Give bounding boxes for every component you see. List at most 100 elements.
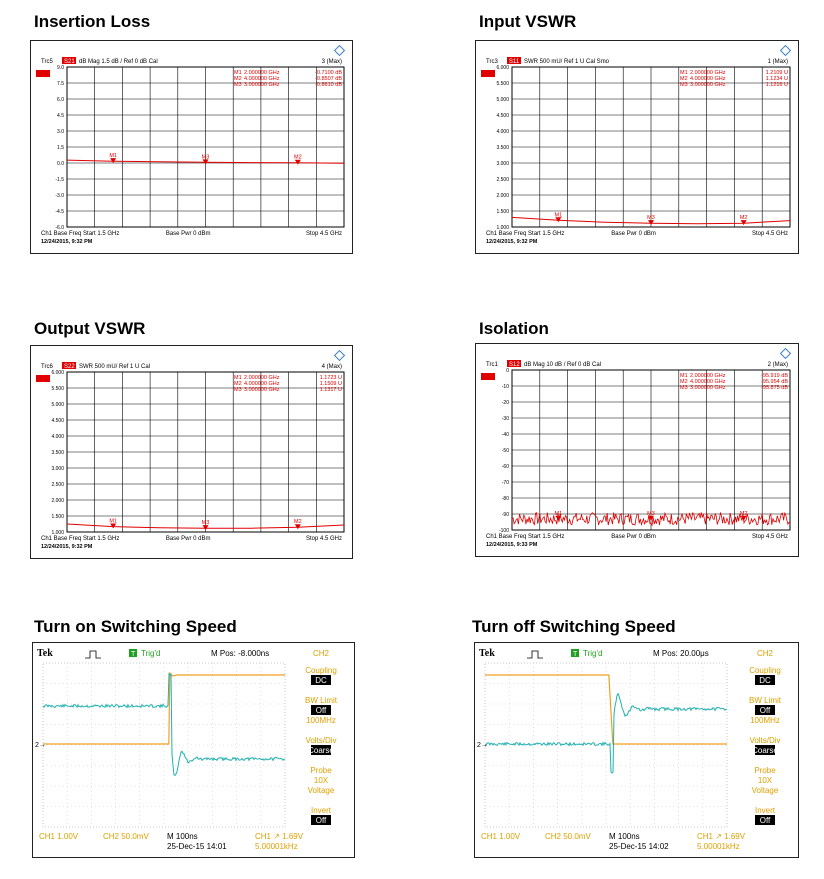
param-label: S21 (64, 59, 75, 65)
marker-name: M3 (680, 385, 688, 391)
y-tick-label: 4.000 (51, 434, 64, 440)
ch1-waveform (485, 674, 727, 745)
rs-logo-icon (779, 44, 792, 57)
menu-label: Probe (310, 766, 332, 775)
timebase: M 100ns (609, 832, 640, 841)
y-tick-label: 1.500 (496, 209, 509, 215)
trig-status: Trig'd (141, 649, 160, 658)
trigger-frequency: 5.00001kHz (697, 842, 740, 851)
y-tick-label: 0.0 (57, 161, 64, 167)
menu-value: Off (316, 706, 327, 715)
footer-stop: Stop 4.5 GHz (752, 231, 788, 237)
channel-badge (481, 70, 495, 77)
y-tick-label: 4.500 (496, 113, 509, 119)
ch-marker: 2→ (35, 742, 46, 749)
ch1-scale: CH1 1.00V (39, 832, 79, 841)
scope-background (475, 643, 798, 857)
y-tick-label: 1.500 (51, 514, 64, 520)
marker-value: -0.8610 dB (315, 82, 342, 88)
trig-status-icon (129, 649, 137, 657)
y-tick-label: 3.500 (51, 450, 64, 456)
marker-freq: 2.000000 GHz (690, 373, 726, 379)
menu-extra: 100MHz (750, 716, 780, 725)
marker-tag: M2 (294, 155, 302, 161)
marker-tag: M2 (740, 511, 748, 517)
y-tick-label: 2.500 (51, 482, 64, 488)
footer-start: Ch1 Base Freq Start 1.5 GHz (41, 231, 119, 237)
menu-extra: 10X (314, 776, 329, 785)
panel-title-insertion-loss: Insertion Loss (34, 12, 151, 31)
menu-value-box (311, 815, 331, 825)
marker-name: M3 (680, 82, 688, 88)
menu-value: Coarse (308, 746, 334, 755)
date: 25-Dec-15 14:02 (609, 842, 669, 851)
marker-name: M2 (680, 76, 688, 82)
y-tick-label: -90 (502, 512, 509, 518)
footer-stop: Stop 4.5 GHz (306, 231, 342, 237)
y-tick-label: 9.0 (57, 65, 64, 71)
y-tick-label: 2.000 (51, 498, 64, 504)
timestamp: 12/24/2015, 9:32 PM (41, 544, 93, 550)
menu-value-box (755, 815, 775, 825)
max-label: 1 (Max) (768, 59, 788, 65)
marker-tag: M1 (109, 153, 117, 159)
y-tick-label: -6.0 (55, 225, 64, 231)
marker-triangle (294, 524, 301, 530)
menu-label: Volts/Div (749, 736, 780, 745)
brand-logo: Tek (479, 648, 495, 659)
footer-power: Base Pwr 0 dBm (166, 536, 211, 542)
marker-value: 1.1234 U (766, 76, 788, 82)
trace-label: Trc1 (486, 362, 498, 368)
menu-value: Off (760, 706, 771, 715)
marker-name: M2 (234, 381, 242, 387)
scope-screen-turn-off: Tek T Trig'd M Pos: 20.00μs CH2 2→ Coupling DC B… (474, 642, 799, 858)
menu-value: Off (316, 816, 327, 825)
trigger-frequency: 5.00001kHz (255, 842, 298, 851)
marker-tag: M2 (294, 519, 302, 525)
menu-value: DC (759, 676, 771, 685)
marker-tag: M1 (109, 519, 117, 525)
scale-text: dB Mag 1.5 dB / Ref 0 dB Cal (79, 59, 158, 65)
marker-triangle (110, 523, 117, 529)
marker-freq: 3.000000 GHz (690, 82, 726, 88)
marker-value: -0.7100 dB (315, 70, 342, 76)
trig-status-letter: T (573, 651, 578, 658)
y-tick-label: -100 (499, 528, 509, 534)
menu-extra: 100MHz (306, 716, 336, 725)
param-badge (507, 360, 521, 367)
vna-plot-isolation: Trc1 S12 dB Mag 10 dB / Ref 0 dB Cal 2 (Max… (475, 343, 799, 557)
menu-value-box (311, 675, 331, 685)
y-tick-label: 1.000 (51, 530, 64, 536)
menu-value-box (755, 745, 775, 755)
marker-freq: 2.000000 GHz (244, 70, 280, 76)
y-tick-label: -70 (502, 480, 509, 486)
y-tick-label: -20 (502, 400, 509, 406)
timebase: M 100ns (167, 832, 198, 841)
footer-stop: Stop 4.5 GHz (752, 534, 788, 540)
marker-name: M2 (234, 76, 242, 82)
marker-value: 1.1509 U (320, 381, 342, 387)
marker-triangle (294, 159, 301, 165)
y-tick-label: 1.000 (496, 225, 509, 231)
marker-value: -0.8507 dB (315, 76, 342, 82)
marker-freq: 4.000000 GHz (244, 76, 280, 82)
marker-tag: M2 (740, 215, 748, 221)
scale-text: SWR 500 mU/ Ref 1 U Cal (79, 364, 150, 370)
marker-tag: M1 (555, 511, 563, 517)
marker-freq: 4.000000 GHz (690, 76, 726, 82)
ch1-scale: CH1 1.00V (481, 832, 521, 841)
y-tick-label: 6.000 (496, 65, 509, 71)
trace-label: Trc3 (486, 59, 498, 65)
timestamp: 12/24/2015, 9:33 PM (486, 542, 538, 548)
y-tick-label: -1.5 (55, 177, 64, 183)
param-badge (62, 57, 76, 64)
marker-tag: M3 (202, 154, 210, 160)
footer-start: Ch1 Base Freq Start 1.5 GHz (41, 536, 119, 542)
menu-label: Coupling (749, 666, 781, 675)
timestamp: 12/24/2015, 9:32 PM (41, 239, 93, 245)
marker-freq: 2.000000 GHz (690, 70, 726, 76)
marker-tag: M1 (555, 212, 563, 218)
date: 25-Dec-15 14:01 (167, 842, 227, 851)
y-tick-label: 2.000 (496, 193, 509, 199)
menu-label: Volts/Div (305, 736, 336, 745)
